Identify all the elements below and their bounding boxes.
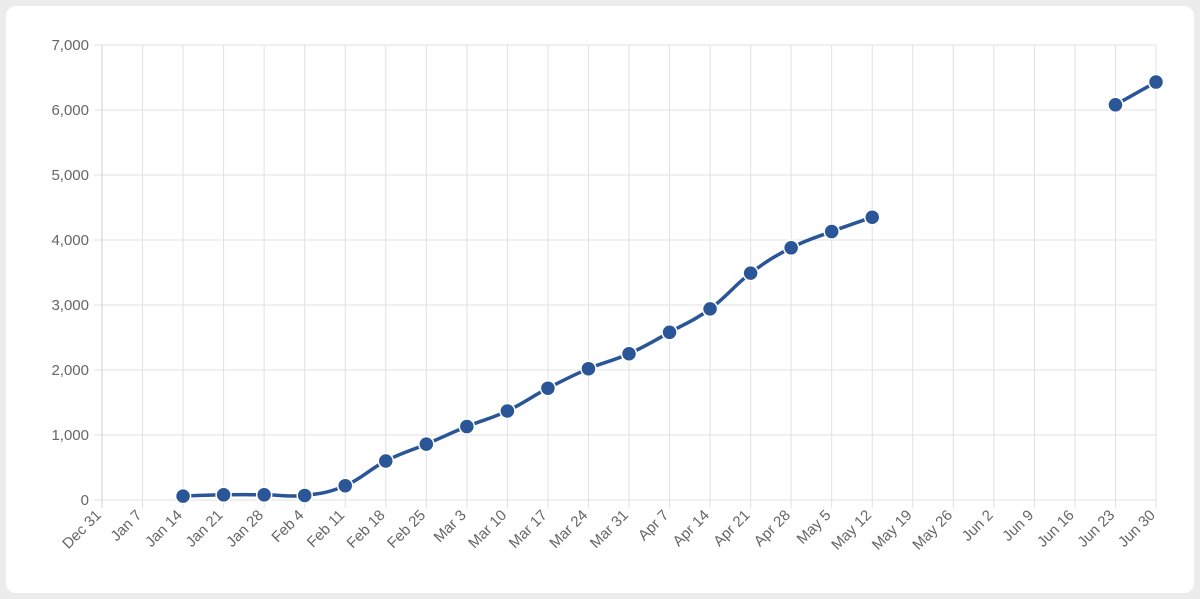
x-tick-label: May 12 [828, 507, 875, 554]
x-tick-label: Mar 10 [465, 507, 510, 552]
x-tick-label: Dec 31 [59, 507, 105, 553]
series-line-segment [183, 215, 873, 498]
x-tick-label: Jun 30 [1115, 507, 1159, 551]
x-tick-label: Jun 9 [999, 507, 1037, 545]
x-tick-label: Apr 14 [670, 507, 713, 550]
data-point[interactable] [174, 487, 192, 505]
data-point[interactable] [782, 239, 800, 257]
data-point[interactable] [1107, 96, 1124, 114]
x-tick-label: Feb 4 [268, 507, 307, 546]
data-point[interactable] [215, 486, 232, 504]
x-tick-label: Apr 21 [710, 507, 753, 550]
x-tick-label: Mar 17 [506, 507, 551, 552]
x-tick-label: Apr 28 [751, 507, 794, 550]
y-axis-ticks: 0 1,000 2,000 3,000 4,000 5,000 6,000 7,000 [51, 37, 89, 509]
data-point[interactable] [255, 486, 273, 504]
data-point[interactable] [742, 264, 759, 282]
x-tick-label: Feb 18 [344, 507, 389, 552]
y-tick-label: 0 [81, 492, 89, 509]
x-tick-label: Apr 7 [635, 507, 672, 544]
x-tick-label: Mar 24 [546, 507, 591, 552]
x-tick-label: Jun 2 [959, 507, 997, 545]
x-tick-label: Jan 28 [223, 507, 267, 551]
data-point[interactable] [458, 418, 476, 435]
data-point[interactable] [1147, 73, 1165, 91]
x-tick-label: Jan 7 [107, 507, 145, 545]
x-tick-label: May 26 [909, 507, 956, 554]
data-point[interactable] [296, 487, 313, 504]
x-tick-label: Feb 11 [304, 507, 348, 551]
y-tick-label: 4,000 [51, 232, 89, 249]
x-tick-label: May 19 [869, 507, 916, 554]
series-points [174, 73, 1165, 505]
data-point[interactable] [418, 435, 435, 453]
y-tick-label: 3,000 [51, 297, 89, 314]
y-tick-label: 5,000 [51, 167, 89, 184]
data-point[interactable] [701, 300, 719, 318]
data-point[interactable] [580, 360, 597, 377]
data-point[interactable] [823, 223, 840, 240]
data-point[interactable] [620, 345, 638, 362]
data-point[interactable] [863, 209, 881, 226]
y-tick-label: 1,000 [51, 427, 89, 444]
x-tick-label: Jun 16 [1034, 507, 1078, 551]
data-point[interactable] [336, 477, 354, 494]
x-tick-label: Mar 31 [587, 507, 632, 552]
x-tick-label: Jan 14 [142, 507, 186, 551]
y-tick-label: 2,000 [51, 362, 89, 379]
data-point[interactable] [499, 402, 516, 420]
x-tick-label: Mar 3 [431, 507, 470, 546]
data-point[interactable] [661, 324, 678, 341]
y-tick-label: 7,000 [51, 37, 89, 54]
data-point[interactable] [539, 379, 557, 397]
grid-lines [94, 44, 1157, 508]
x-tick-label: Jun 23 [1074, 507, 1118, 551]
x-tick-label: Feb 25 [384, 507, 429, 552]
y-tick-label: 6,000 [51, 102, 89, 119]
data-point[interactable] [377, 452, 395, 470]
x-tick-label: Jan 21 [183, 507, 227, 551]
